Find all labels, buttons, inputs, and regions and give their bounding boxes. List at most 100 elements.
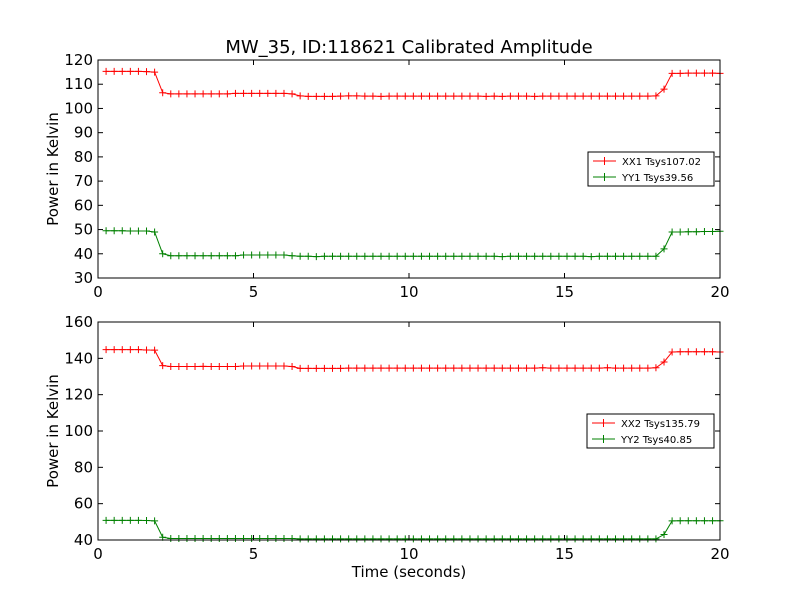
data-point (700, 227, 708, 235)
data-point (143, 346, 151, 354)
data-point (668, 348, 676, 356)
data-point (498, 253, 506, 261)
data-point (514, 252, 522, 260)
data-point (215, 535, 223, 543)
data-point (628, 92, 636, 100)
data-point (523, 92, 531, 100)
y-tick-label: 120 (64, 51, 93, 69)
data-point (612, 535, 620, 543)
legend-box (587, 151, 715, 187)
legend-box (586, 413, 715, 449)
x-tick-label: 10 (399, 283, 418, 301)
data-point (684, 69, 692, 77)
data-point (337, 252, 345, 260)
data-point (256, 362, 264, 370)
data-point (676, 517, 684, 525)
data-point (369, 535, 377, 543)
data-point (612, 92, 620, 100)
data-point (102, 346, 110, 354)
data-point (660, 358, 668, 366)
data-point (240, 535, 248, 543)
y-tick-label: 100 (64, 422, 93, 440)
data-point (628, 535, 636, 543)
y-tick-label: 110 (64, 75, 93, 93)
data-point (490, 252, 498, 260)
data-point (191, 252, 199, 260)
data-point (215, 90, 223, 98)
data-point (523, 535, 531, 543)
data-point (466, 364, 474, 372)
data-point (458, 535, 466, 543)
data-point (369, 364, 377, 372)
data-point (345, 252, 353, 260)
x-tick-label: 15 (555, 283, 574, 301)
data-point (539, 252, 547, 260)
data-point (474, 92, 482, 100)
data-point (328, 364, 336, 372)
data-point (579, 92, 587, 100)
data-point (337, 535, 345, 543)
data-point (523, 252, 531, 260)
data-point (199, 90, 207, 98)
data-point (498, 92, 506, 100)
data-point (280, 535, 288, 543)
data-point (361, 92, 369, 100)
data-point (175, 363, 183, 371)
data-point (231, 535, 239, 543)
data-point (709, 517, 717, 525)
data-point (458, 252, 466, 260)
data-point (183, 252, 191, 260)
data-point (377, 92, 385, 100)
data-point (288, 90, 296, 98)
data-point (652, 535, 660, 543)
data-point (223, 90, 231, 98)
data-point (563, 364, 571, 372)
data-point (353, 364, 361, 372)
data-point (442, 252, 450, 260)
data-point (272, 251, 280, 259)
data-point (426, 364, 434, 372)
data-point (345, 535, 353, 543)
data-point (175, 252, 183, 260)
data-point (151, 228, 159, 236)
data-point (272, 362, 280, 370)
y-tick-label: 40 (74, 531, 93, 549)
data-point (474, 364, 482, 372)
data-point (393, 252, 401, 260)
data-point (223, 535, 231, 543)
data-point (587, 253, 595, 261)
data-point (126, 67, 134, 75)
data-point (240, 89, 248, 97)
data-point (514, 364, 522, 372)
data-point (264, 89, 272, 97)
data-point (700, 517, 708, 525)
data-point (514, 535, 522, 543)
y-axis-label: Power in Kelvin (44, 112, 62, 226)
data-point (377, 252, 385, 260)
data-point (660, 245, 668, 253)
data-point (312, 364, 320, 372)
data-point (231, 363, 239, 371)
data-point (692, 228, 700, 236)
data-point (636, 535, 644, 543)
data-point (312, 92, 320, 100)
data-point (353, 535, 361, 543)
data-point (183, 90, 191, 98)
data-point (490, 364, 498, 372)
data-point (450, 535, 458, 543)
legend-marker (599, 419, 608, 427)
data-point (684, 517, 692, 525)
x-tick-label: 5 (249, 283, 259, 301)
data-point (571, 92, 579, 100)
data-point (652, 92, 660, 100)
data-point (110, 516, 118, 524)
data-point (175, 90, 183, 98)
legend-label: YY2 Tsys40.85 (620, 435, 692, 446)
data-point (417, 535, 425, 543)
data-point (434, 252, 442, 260)
data-point (668, 69, 676, 77)
data-point (514, 92, 522, 100)
data-point (603, 252, 611, 260)
data-point (555, 92, 563, 100)
data-point (134, 67, 142, 75)
